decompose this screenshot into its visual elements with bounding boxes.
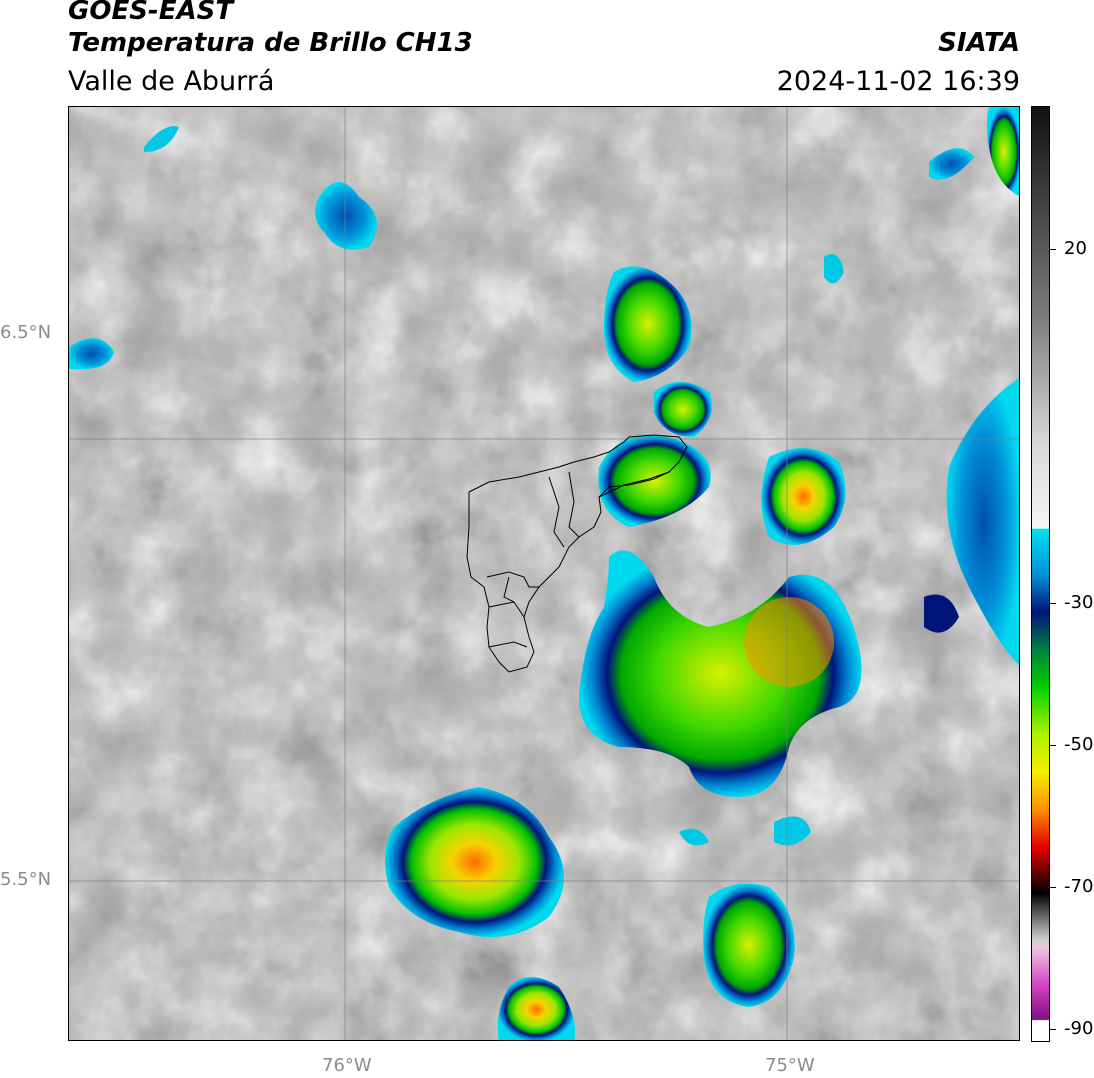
- colorbar-label: -70: [1064, 876, 1094, 897]
- colorbar-tick: [1050, 887, 1056, 888]
- colorbar-scale: [1032, 107, 1049, 1041]
- storm-cell: [924, 594, 959, 633]
- municipal-boundaries: [466, 434, 688, 673]
- cloud-cell: [69, 338, 114, 370]
- colorbar-label: 20: [1064, 238, 1087, 259]
- map-canvas: [69, 107, 1019, 1040]
- storm-cell: [385, 787, 564, 937]
- cloud-cell: [679, 828, 709, 846]
- colorbar: [1031, 106, 1050, 1042]
- colorbar-tick: [1050, 603, 1056, 604]
- storm-cell: [598, 435, 711, 527]
- colorbar-label: -90: [1064, 1018, 1094, 1039]
- cloud-cell: [929, 148, 974, 180]
- cloud-cell: [774, 816, 811, 846]
- storm-cell: [654, 382, 712, 437]
- colorbar-label: -50: [1064, 734, 1094, 755]
- storm-cell: [604, 266, 692, 382]
- colorbar-tick: [1050, 1029, 1056, 1030]
- timestamp-label: 2024-11-02 16:39: [776, 66, 1020, 97]
- agency-label: SIATA: [938, 28, 1020, 58]
- region-subtitle: Valle de Aburrá: [68, 66, 275, 97]
- storm-cell: [761, 448, 846, 545]
- storm-cell: [703, 883, 795, 1007]
- lat-label-6-5n: 6.5°N: [0, 322, 52, 343]
- cloud-cell: [144, 126, 179, 152]
- storm-cell: [986, 107, 1019, 196]
- cold-core: [744, 597, 834, 687]
- product-title: Temperatura de Brillo CH13: [68, 28, 473, 58]
- colorbar-tick: [1050, 745, 1056, 746]
- colorbar-label: -30: [1064, 592, 1094, 613]
- lat-label-5-5n: 5.5°N: [0, 869, 52, 890]
- satellite-title: GOES-EAST: [68, 0, 234, 26]
- cloud-cell: [824, 254, 844, 284]
- lon-label-76w: 76°W: [322, 1055, 372, 1076]
- storm-cell: [946, 378, 1019, 666]
- storm-cell: [497, 977, 575, 1040]
- satellite-map[interactable]: [68, 106, 1020, 1041]
- cloud-cell: [315, 182, 377, 250]
- lon-label-75w: 75°W: [765, 1055, 815, 1076]
- colorbar-tick: [1050, 249, 1056, 250]
